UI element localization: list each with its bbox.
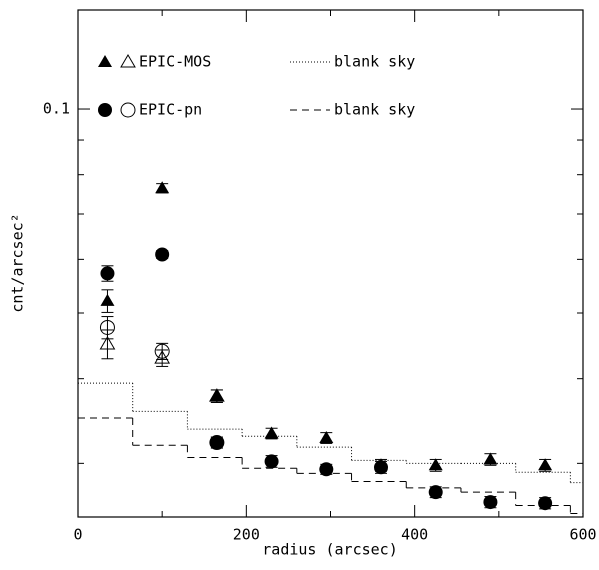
- marker: [264, 426, 279, 439]
- x-tick-label: 200: [233, 526, 260, 544]
- marker: [319, 462, 334, 477]
- x-tick-label: 0: [73, 526, 82, 544]
- legend-marker: [120, 102, 136, 118]
- y-tick-label: 0.1: [43, 100, 70, 118]
- x-tick-label: 600: [569, 526, 596, 544]
- marker: [319, 430, 334, 443]
- marker: [209, 435, 224, 450]
- marker: [155, 247, 170, 262]
- marker: [99, 336, 116, 350]
- legend-marker: [120, 54, 136, 68]
- marker: [483, 452, 498, 465]
- marker: [428, 485, 443, 500]
- legend-label: blank sky: [334, 101, 415, 119]
- legend-label: EPIC-MOS: [139, 53, 211, 71]
- marker: [374, 460, 388, 475]
- marker: [538, 458, 553, 471]
- legend-label: EPIC-pn: [139, 101, 202, 119]
- legend-marker: [98, 55, 112, 67]
- marker: [209, 389, 224, 402]
- marker: [154, 343, 170, 359]
- marker: [155, 181, 170, 194]
- marker: [264, 454, 279, 469]
- marker: [538, 496, 553, 511]
- y-axis-label: cnt/arcsec²: [9, 213, 27, 312]
- x-axis-label: radius (arcsec): [262, 541, 397, 559]
- legend-marker: [98, 103, 112, 117]
- marker: [99, 319, 115, 335]
- marker: [428, 458, 443, 471]
- marker: [100, 266, 115, 281]
- legend-label: blank sky: [334, 53, 415, 71]
- x-tick-label: 400: [401, 526, 428, 544]
- marker: [483, 495, 498, 510]
- marker: [100, 293, 115, 306]
